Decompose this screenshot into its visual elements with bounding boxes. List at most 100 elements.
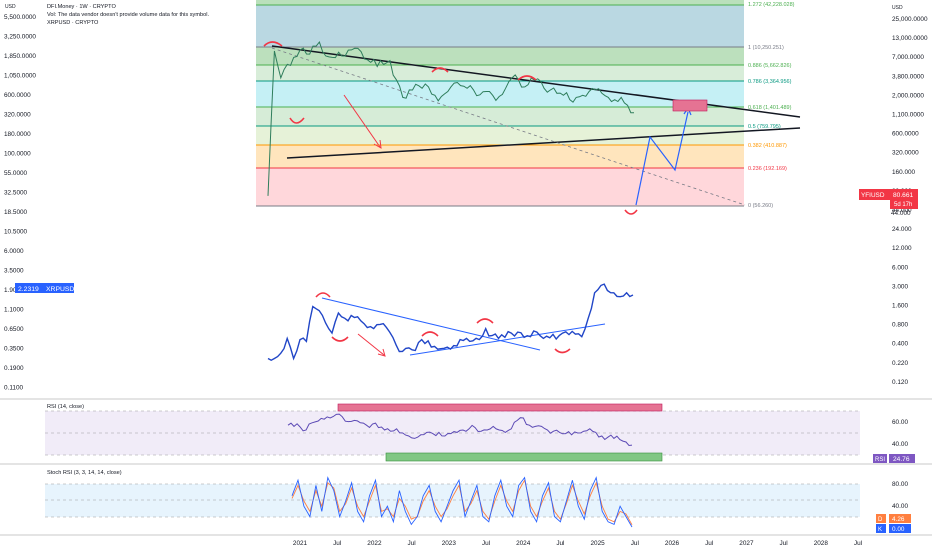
- fib-label-0236: 0.236 (192.169): [748, 166, 787, 172]
- rsi-oversold-box: [385, 452, 663, 462]
- time-axis-label: 2022: [367, 540, 382, 547]
- left-axis-tick: 100.0000: [4, 151, 31, 158]
- left-axis-tick: 320.0000: [4, 112, 31, 119]
- yfi-badge-value: 80.661: [893, 192, 914, 199]
- time-axis-label: 2023: [442, 540, 457, 547]
- time-axis-label: 2025: [590, 540, 605, 547]
- projection-dashed-line: [271, 47, 746, 206]
- fib-label-0618: 0.618 (1,401.489): [748, 105, 792, 111]
- right-axis-tick: 13,000.0000: [892, 35, 928, 42]
- right-axis-tick: 3.000: [892, 283, 908, 290]
- blue-projection-path: [635, 111, 689, 206]
- fib-zone-top: [256, 5, 744, 47]
- fib-label-0886: 0.886 (5,662.826): [748, 63, 792, 69]
- xrp-upper-trendline[interactable]: [321, 297, 541, 351]
- time-axis-label: 2021: [293, 540, 308, 547]
- fib-zone-0786-0618: [256, 81, 744, 107]
- left-axis-tick: 600.0000: [4, 92, 31, 99]
- time-axis-label: Jul: [408, 540, 416, 547]
- fib-label-05: 0.5 (759.795): [748, 124, 781, 130]
- right-axis-tick: 0.220: [892, 360, 908, 367]
- time-axis-label: 2026: [665, 540, 680, 547]
- left-axis-tick: 6.0000: [4, 248, 24, 255]
- right-axis-tick: 12.000: [892, 245, 912, 252]
- rsi-overbought-box: [337, 403, 663, 412]
- rsi-title: RSI (14, close): [47, 404, 84, 410]
- fib-zone-1272: [256, 0, 744, 5]
- annotations[interactable]: [263, 41, 708, 357]
- fib-zone-05-0382: [256, 126, 744, 145]
- left-axis-tick: 0.1100: [4, 385, 24, 392]
- left-axis-tick: 1.1000: [4, 307, 24, 314]
- yfi-price-line[interactable]: [267, 40, 635, 196]
- right-axis-tick: 0.400: [892, 341, 908, 348]
- left-axis-tick: 1.9000: [4, 287, 24, 294]
- fib-label-1272: 1.272 (42,228.028): [748, 2, 795, 8]
- right-axis-tick: 2,000.0000: [892, 92, 924, 99]
- stoch-pane[interactable]: Stoch RSI (3, 3, 14, 14, close) 80.00 40…: [45, 470, 911, 533]
- rsi-badge-value: 24.76: [893, 456, 910, 463]
- upper-trendline[interactable]: [271, 45, 801, 118]
- left-axis-tick: 10.5000: [4, 229, 28, 236]
- left-axis-tick: 0.3500: [4, 346, 24, 353]
- rsi-line[interactable]: [287, 413, 633, 447]
- right-axis-tick: 44.000: [892, 207, 912, 214]
- xrp-badge-value: 2.2319: [18, 286, 39, 293]
- time-axis-label: Jul: [854, 540, 862, 547]
- fib-label-0: 0 (56.260): [748, 203, 773, 209]
- xrp-price-line[interactable]: [267, 283, 634, 361]
- stoch-badge-k-label: K: [878, 527, 882, 533]
- xrp-lower-trendline[interactable]: [409, 323, 606, 356]
- right-axis-tick: 1.600: [892, 303, 908, 310]
- left-axis-tick: 0.1900: [4, 365, 24, 372]
- fib-labels: 1.272 (42,228.028) 1 (10,250.251) 0.886 …: [748, 2, 795, 209]
- stoch-badge-d: 4.26: [892, 516, 905, 523]
- left-axis-tick: 3,250.0000: [4, 34, 36, 41]
- right-axis-tick: 25,000.0000: [892, 16, 928, 23]
- bottom-arc-2: [624, 209, 638, 215]
- left-axis-tick: 32.5000: [4, 190, 28, 197]
- fib-label-0382: 0.382 (410.887): [748, 143, 787, 149]
- left-axis-tick: 1,050.0000: [4, 73, 36, 80]
- fib-zone-0382-0236: [256, 145, 744, 168]
- target-box[interactable]: [672, 99, 708, 112]
- time-axis-label: Jul: [333, 540, 341, 547]
- bottom-arc-1: [289, 117, 305, 124]
- stoch-k-line[interactable]: [291, 476, 633, 528]
- fib-label-1: 1 (10,250.251): [748, 45, 784, 51]
- stoch-badge-k: 0.00: [892, 526, 905, 533]
- right-axis-tick: 24.000: [892, 226, 912, 233]
- time-axis-label: Jul: [705, 540, 713, 547]
- right-axis-tick: 7,000.0000: [892, 54, 924, 61]
- trendlines[interactable]: [271, 45, 801, 356]
- yfi-badge[interactable]: YFIUSD 80.661 5d 17h: [859, 189, 918, 209]
- header: DFI.Money · 1W · CRYPTO Vol: The data ve…: [47, 4, 209, 26]
- left-axis-tick: 1,850.0000: [4, 53, 36, 60]
- fib-label-0786: 0.786 (3,364.956): [748, 79, 792, 85]
- top-arc-2: [431, 67, 449, 73]
- left-price-axis[interactable]: 5,500.0000 3,250.0000 1,850.0000 1,050.0000…: [4, 14, 36, 392]
- right-axis-unit: USD: [892, 5, 903, 11]
- rsi-pane[interactable]: RSI (14, close) 60.00 40.00 RSI 24.76: [45, 403, 915, 463]
- fib-zone-0618-05: [256, 107, 744, 126]
- left-axis-tick: 55.0000: [4, 170, 28, 177]
- time-axis[interactable]: 2021 Jul 2022 Jul 2023 Jul 2024 Jul 2025 Jul 2026 J…: [293, 540, 862, 547]
- stoch-badge-d-label: D: [878, 517, 883, 523]
- red-arrow-1: [343, 94, 381, 148]
- time-axis-label: Jul: [556, 540, 564, 547]
- rsi-tick-60: 60.00: [892, 419, 908, 426]
- right-axis-tick: 0.120: [892, 379, 908, 386]
- left-axis-unit: USD: [5, 4, 16, 10]
- xrp-bottom-arc-1: [331, 336, 349, 342]
- time-axis-label: 2024: [516, 540, 531, 547]
- xrp-red-arrow-head: [377, 348, 386, 357]
- xrp-badge[interactable]: 2.2319 XRPUSD: [15, 283, 74, 293]
- time-axis-label: 2028: [814, 540, 829, 547]
- fib-zone-1-0886: [256, 47, 744, 65]
- left-axis-tick: 0.6500: [4, 326, 24, 333]
- left-axis-tick: 18.5000: [4, 209, 28, 216]
- stoch-tick-40: 40.00: [892, 503, 908, 510]
- rsi-badge-label: RSI: [875, 457, 885, 463]
- lower-trendline[interactable]: [286, 127, 801, 159]
